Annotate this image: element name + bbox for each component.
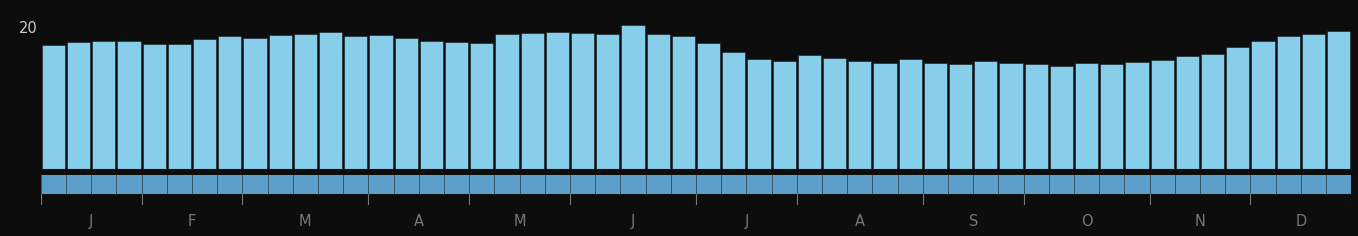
Bar [1226,47,1249,170]
Bar [420,42,443,170]
Bar [899,59,922,170]
Bar [117,42,140,170]
Bar [797,55,822,170]
Text: M: M [513,214,526,229]
Bar [496,34,519,170]
Bar [319,32,342,170]
Bar [243,38,266,170]
Bar [168,44,191,170]
Bar [269,35,292,170]
Bar [193,39,216,170]
Text: D: D [1296,214,1306,229]
Bar [42,45,65,170]
Bar [697,43,720,170]
Text: O: O [1081,214,1092,229]
Bar [747,59,770,170]
Bar [1100,64,1123,170]
Bar [999,63,1023,170]
Bar [369,35,392,170]
Bar [1200,54,1224,170]
Bar [395,38,418,170]
Bar [873,63,896,170]
Bar [546,31,569,170]
Bar [974,61,997,170]
Bar [923,63,947,170]
Bar [570,33,595,170]
Bar [1024,64,1048,170]
Text: A: A [414,214,424,229]
Bar [1126,62,1149,170]
Bar [219,37,242,170]
Bar [672,37,695,170]
Text: J: J [744,214,748,229]
Text: J: J [630,214,636,229]
Bar [293,34,316,170]
Bar [344,36,368,170]
Bar [1277,36,1300,170]
Text: F: F [187,214,196,229]
Bar [520,33,543,170]
Bar [1050,66,1073,170]
Bar [1252,42,1275,170]
Bar [949,64,972,170]
Text: N: N [1195,214,1206,229]
Bar [1176,56,1199,170]
Bar [92,41,115,170]
Bar [773,61,796,170]
Bar [722,52,746,170]
Text: A: A [854,214,865,229]
Bar [67,42,90,170]
Bar [143,44,166,170]
Bar [470,43,493,170]
Bar [646,34,669,170]
Bar [1150,60,1173,170]
Bar [445,42,469,170]
Bar [849,61,872,170]
Bar [1327,31,1350,170]
Bar [1302,34,1325,170]
Bar [823,58,846,170]
Bar [596,34,619,170]
Text: S: S [968,214,978,229]
Bar [622,25,645,170]
Text: M: M [299,214,311,229]
Bar [1076,63,1099,170]
Text: J: J [90,214,94,229]
